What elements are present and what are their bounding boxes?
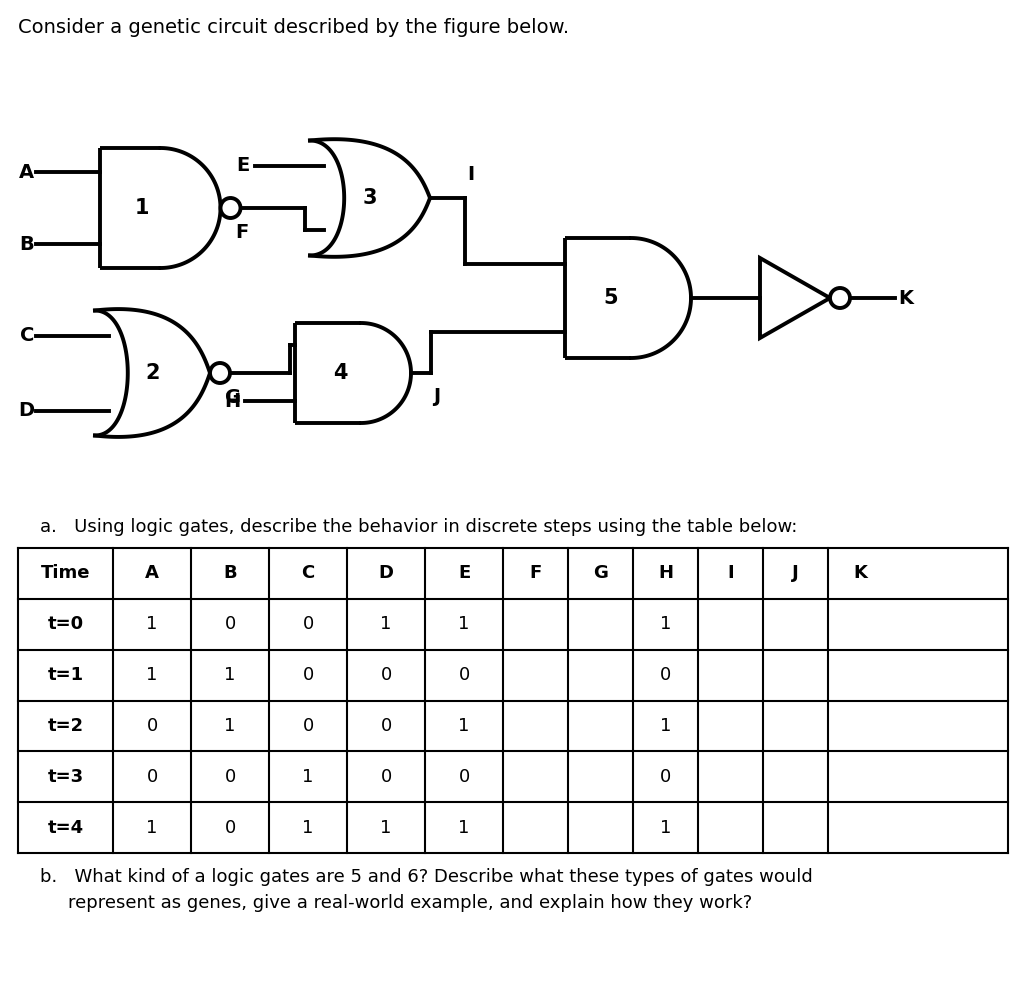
- Text: 1: 1: [380, 615, 392, 634]
- Text: represent as genes, give a real-world example, and explain how they work?: represent as genes, give a real-world ex…: [68, 894, 753, 912]
- Text: 0: 0: [146, 767, 158, 785]
- Text: C: C: [19, 326, 34, 345]
- Text: G: G: [593, 565, 608, 583]
- Text: F: F: [236, 223, 249, 242]
- Text: 0: 0: [659, 666, 671, 684]
- Text: J: J: [433, 387, 440, 406]
- Text: H: H: [658, 565, 673, 583]
- Text: t=0: t=0: [47, 615, 84, 634]
- Text: 1: 1: [134, 198, 150, 218]
- Text: 1: 1: [302, 767, 313, 785]
- Text: K: K: [854, 565, 867, 583]
- Text: Time: Time: [41, 565, 90, 583]
- Circle shape: [210, 363, 230, 383]
- Text: 0: 0: [380, 666, 391, 684]
- Text: 1: 1: [459, 818, 470, 836]
- Text: D: D: [379, 565, 393, 583]
- Text: E: E: [237, 157, 250, 176]
- Circle shape: [220, 198, 241, 218]
- Text: B: B: [19, 235, 34, 253]
- Text: b.   What kind of a logic gates are 5 and 6? Describe what these types of gates : b. What kind of a logic gates are 5 and …: [40, 868, 813, 886]
- Text: t=2: t=2: [47, 717, 84, 735]
- Text: 0: 0: [380, 767, 391, 785]
- Text: K: K: [898, 288, 913, 307]
- Text: 2: 2: [145, 363, 160, 383]
- Text: 5: 5: [603, 288, 617, 308]
- Text: 1: 1: [146, 615, 158, 634]
- Text: Consider a genetic circuit described by the figure below.: Consider a genetic circuit described by …: [18, 18, 569, 37]
- Circle shape: [830, 288, 850, 308]
- Text: a.   Using logic gates, describe the behavior in discrete steps using the table : a. Using logic gates, describe the behav…: [40, 518, 798, 536]
- Text: 1: 1: [380, 818, 392, 836]
- Text: A: A: [18, 163, 34, 182]
- Text: F: F: [529, 565, 542, 583]
- Text: J: J: [793, 565, 799, 583]
- Text: 0: 0: [224, 615, 236, 634]
- Text: G: G: [225, 388, 241, 407]
- Text: E: E: [458, 565, 470, 583]
- Text: B: B: [223, 565, 237, 583]
- Text: 0: 0: [146, 717, 158, 735]
- Text: 1: 1: [224, 717, 236, 735]
- Text: t=3: t=3: [47, 767, 84, 785]
- Text: 1: 1: [459, 717, 470, 735]
- Text: 1: 1: [659, 818, 671, 836]
- Text: 3: 3: [362, 188, 377, 208]
- Text: 0: 0: [302, 717, 313, 735]
- Text: t=1: t=1: [47, 666, 84, 684]
- Text: 0: 0: [224, 818, 236, 836]
- Text: A: A: [145, 565, 159, 583]
- Text: I: I: [467, 165, 474, 184]
- Text: 1: 1: [459, 615, 470, 634]
- Text: 4: 4: [334, 363, 348, 383]
- Text: 1: 1: [302, 818, 313, 836]
- Text: D: D: [17, 401, 34, 420]
- Text: t=4: t=4: [47, 818, 84, 836]
- Text: 0: 0: [380, 717, 391, 735]
- Text: 1: 1: [224, 666, 236, 684]
- Text: 1: 1: [659, 615, 671, 634]
- Text: 1: 1: [146, 666, 158, 684]
- Text: C: C: [301, 565, 314, 583]
- Text: 1: 1: [146, 818, 158, 836]
- Text: 1: 1: [659, 717, 671, 735]
- Text: 0: 0: [459, 666, 470, 684]
- Text: 0: 0: [659, 767, 671, 785]
- Text: I: I: [727, 565, 734, 583]
- Text: H: H: [224, 391, 240, 410]
- Text: 0: 0: [302, 615, 313, 634]
- Text: 0: 0: [224, 767, 236, 785]
- Text: 0: 0: [302, 666, 313, 684]
- Text: 0: 0: [459, 767, 470, 785]
